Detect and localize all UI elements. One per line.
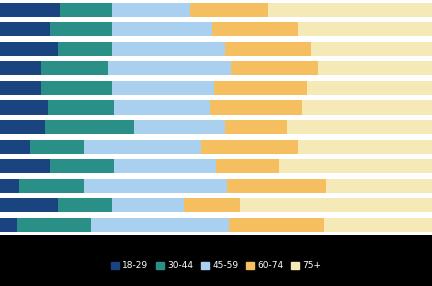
Bar (41, 61, 108, 76)
Bar (229, 218, 324, 232)
Bar (114, 100, 210, 114)
Bar (216, 159, 279, 173)
Bar (84, 179, 227, 193)
Bar (112, 81, 214, 95)
Bar (84, 140, 201, 154)
Bar (0, 159, 50, 173)
Bar (108, 61, 231, 76)
Bar (311, 42, 432, 56)
Bar (91, 218, 229, 232)
Bar (0, 100, 48, 114)
Bar (0, 42, 58, 56)
Bar (58, 198, 112, 212)
Bar (324, 218, 432, 232)
Bar (0, 81, 41, 95)
Bar (0, 140, 30, 154)
Bar (30, 140, 84, 154)
Bar (50, 159, 114, 173)
Bar (41, 81, 112, 95)
Bar (326, 179, 432, 193)
Bar (48, 100, 114, 114)
Legend: 18-29, 30-44, 45-59, 60-74, 75+: 18-29, 30-44, 45-59, 60-74, 75+ (107, 258, 325, 274)
Bar (225, 120, 287, 134)
Bar (279, 159, 432, 173)
Bar (0, 22, 50, 36)
Bar (268, 3, 432, 17)
Bar (190, 3, 268, 17)
Bar (60, 3, 112, 17)
Bar (17, 218, 91, 232)
Bar (240, 198, 432, 212)
Bar (58, 42, 112, 56)
Bar (227, 179, 326, 193)
Bar (201, 140, 298, 154)
Bar (0, 120, 45, 134)
Bar (184, 198, 240, 212)
Bar (318, 61, 432, 76)
Bar (134, 120, 225, 134)
Bar (0, 198, 58, 212)
Bar (287, 120, 432, 134)
Bar (225, 42, 311, 56)
Bar (112, 198, 184, 212)
Bar (112, 3, 190, 17)
Bar (112, 42, 225, 56)
Bar (302, 100, 432, 114)
Bar (0, 218, 17, 232)
Bar (50, 22, 112, 36)
Bar (0, 179, 19, 193)
Bar (0, 61, 41, 76)
Bar (112, 22, 212, 36)
Bar (231, 61, 318, 76)
Bar (307, 81, 432, 95)
Bar (212, 22, 298, 36)
Bar (298, 140, 432, 154)
Bar (214, 81, 307, 95)
Bar (210, 100, 302, 114)
Bar (45, 120, 134, 134)
Bar (0, 3, 60, 17)
Bar (298, 22, 432, 36)
Bar (114, 159, 216, 173)
Bar (19, 179, 84, 193)
